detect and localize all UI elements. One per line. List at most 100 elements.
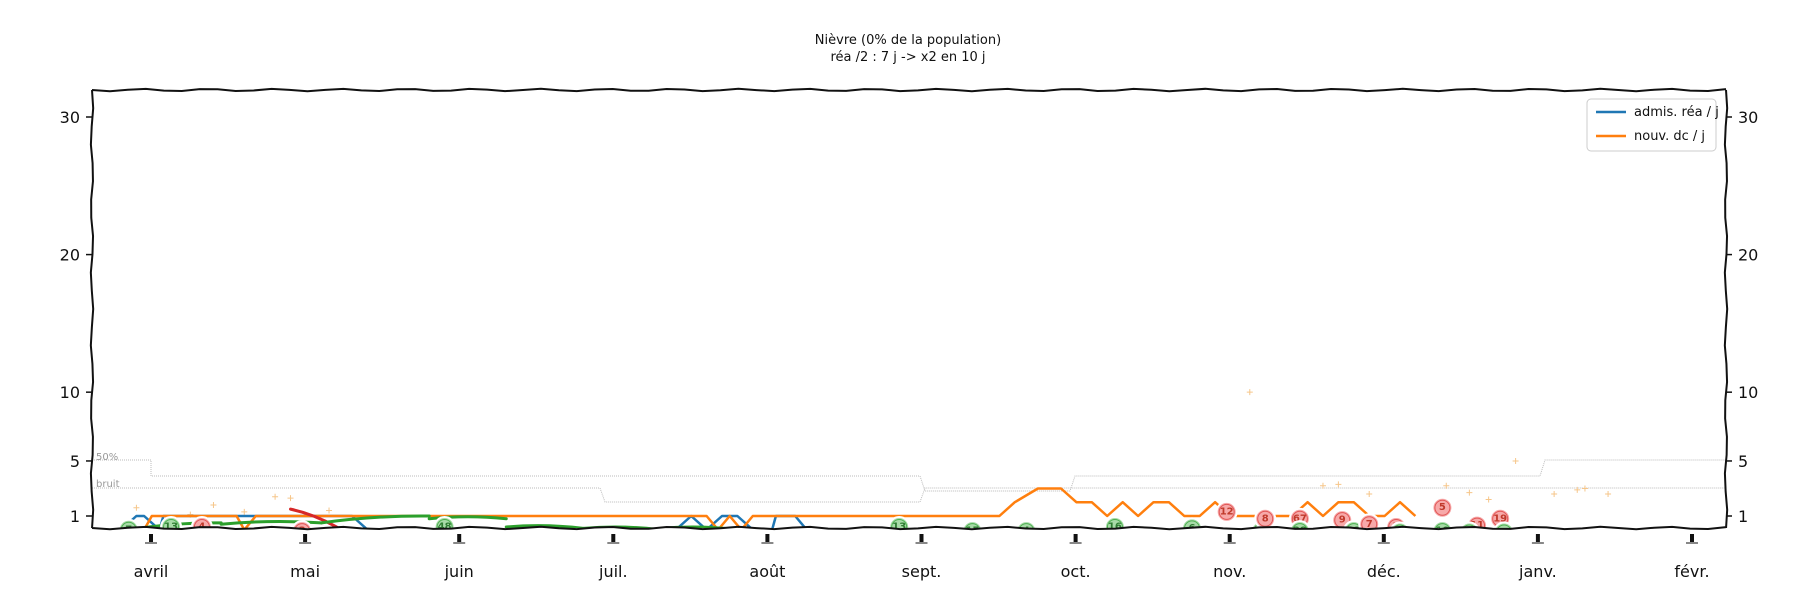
x-tick-mark — [1535, 534, 1540, 542]
y-tick-label-right: 10 — [1738, 383, 1758, 402]
badge-label: 7 — [125, 524, 132, 535]
badge-ring — [965, 523, 980, 528]
badge-label: 4 — [1023, 526, 1030, 537]
noise-cross — [1319, 482, 1326, 489]
badge-circle — [160, 516, 183, 528]
reference-line-noise — [92, 487, 1726, 503]
ref-label-50: 50% — [96, 452, 118, 463]
trend-badge: 13 — [160, 516, 183, 528]
trend-badge: 10 — [1389, 521, 1411, 538]
noise-cross — [272, 493, 279, 500]
x-tick-mark — [1381, 534, 1386, 542]
trend-line-baisse — [427, 515, 508, 521]
badge-label: 8 — [1262, 513, 1269, 524]
badge-ring — [891, 519, 908, 528]
badge-ring — [294, 523, 310, 528]
badge-circle — [1015, 520, 1037, 528]
x-tick-label: oct. — [1061, 562, 1091, 581]
badge-ring — [163, 519, 180, 528]
x-axis: avril mai juin juil. août sept. oct. nov. déc. ja… — [134, 534, 1710, 581]
x-tick-mark — [611, 534, 616, 542]
x-tick-label: août — [749, 562, 785, 581]
badge-label: 5 — [1439, 502, 1446, 513]
badge-circle — [291, 520, 313, 528]
y-tick-label-left: 10 — [60, 383, 80, 402]
badge-label: 10 — [1497, 527, 1511, 538]
trend-badge: 8 — [1254, 507, 1277, 528]
badge-circle — [1431, 520, 1453, 528]
noise-cross — [287, 495, 294, 502]
badge-label: 12 — [1220, 506, 1234, 517]
badge-label: 13 — [1347, 526, 1361, 537]
trend-badge: 12 — [1215, 500, 1238, 523]
noise-crosses — [133, 389, 1612, 519]
trend-badge: 7 — [1459, 521, 1480, 538]
x-tick-label: nov. — [1213, 562, 1246, 581]
badge-circle — [117, 518, 140, 528]
chart-title: Nièvre (0% de la population) — [815, 33, 1001, 48]
y-tick-label-right: 20 — [1738, 246, 1758, 265]
badge-ring — [1218, 503, 1235, 520]
trend-line-baisse — [319, 514, 431, 525]
badge-ring — [1184, 520, 1200, 528]
badge-circle — [1181, 517, 1203, 528]
badge-label: 15 — [965, 526, 979, 537]
badge-label: 7 — [1466, 527, 1473, 538]
plot-area: 7134348131541661248673891377105101171910 — [92, 389, 1726, 538]
badge-ring — [1292, 523, 1308, 528]
y-tick-label-right: 5 — [1738, 452, 1748, 471]
badge-ring — [1257, 510, 1274, 527]
badge-ring — [1434, 499, 1451, 516]
badge-circle — [1358, 513, 1381, 528]
badge-ring — [436, 519, 453, 528]
reference-lines — [92, 459, 1726, 503]
badge-ring — [1497, 524, 1511, 528]
x-tick-label: juil. — [598, 562, 628, 581]
x-tick-mark — [919, 534, 924, 542]
trend-badge: 3 — [291, 520, 313, 537]
badge-label: 10 — [1393, 527, 1407, 538]
badge-ring — [1361, 516, 1378, 528]
badge-label: 7 — [1366, 519, 1373, 530]
y-tick-label-left: 5 — [70, 452, 80, 471]
ref-label-noise: bruit — [96, 479, 120, 490]
badge-ring — [1462, 524, 1476, 528]
trend-line-baisse — [504, 524, 585, 528]
trend-badge: 5 — [1431, 496, 1454, 519]
noise-cross — [1574, 486, 1581, 493]
badge-label: 6 — [1189, 523, 1196, 534]
chart-subtitle: réa /2 : 7 j -> x2 en 10 j — [830, 50, 985, 65]
noise-cross — [326, 507, 333, 514]
legend: admis. réa / j nouv. dc / j — [1586, 98, 1719, 152]
series-line-1 — [143, 487, 1417, 528]
badge-ring — [1393, 524, 1407, 528]
y-tick-label-left: 20 — [60, 246, 80, 265]
badge-label: 3 — [299, 526, 306, 537]
x-tick-label: janv. — [1518, 562, 1557, 581]
x-tick-label: sept. — [902, 562, 942, 581]
noise-cross — [1551, 490, 1558, 497]
noise-cross — [1466, 489, 1473, 496]
plot-frame — [89, 87, 1729, 531]
x-tick-mark — [1690, 534, 1694, 542]
trend-badge: 4 — [1015, 520, 1037, 537]
trend-badge: 48 — [433, 516, 456, 533]
x-tick-mark — [1073, 534, 1078, 542]
badge-label: 48 — [438, 522, 452, 533]
trend-line-baisse — [219, 520, 323, 526]
badge-label: 13 — [892, 522, 906, 533]
legend-label-admis: admis. réa / j — [1634, 105, 1719, 120]
noise-cross — [1366, 490, 1373, 497]
x-tick-mark — [457, 534, 462, 542]
badge-label: 19 — [1493, 513, 1507, 524]
badge-ring — [1435, 523, 1450, 528]
badge-ring — [120, 521, 137, 528]
noise-cross — [1605, 490, 1612, 497]
trend-badge: 13 — [888, 516, 911, 533]
y-tick-label-right: 1 — [1738, 507, 1748, 526]
trend-badge: 15 — [961, 520, 983, 537]
badge-circle — [433, 516, 456, 528]
badge-circle — [1289, 520, 1311, 528]
noise-cross — [1581, 485, 1588, 492]
